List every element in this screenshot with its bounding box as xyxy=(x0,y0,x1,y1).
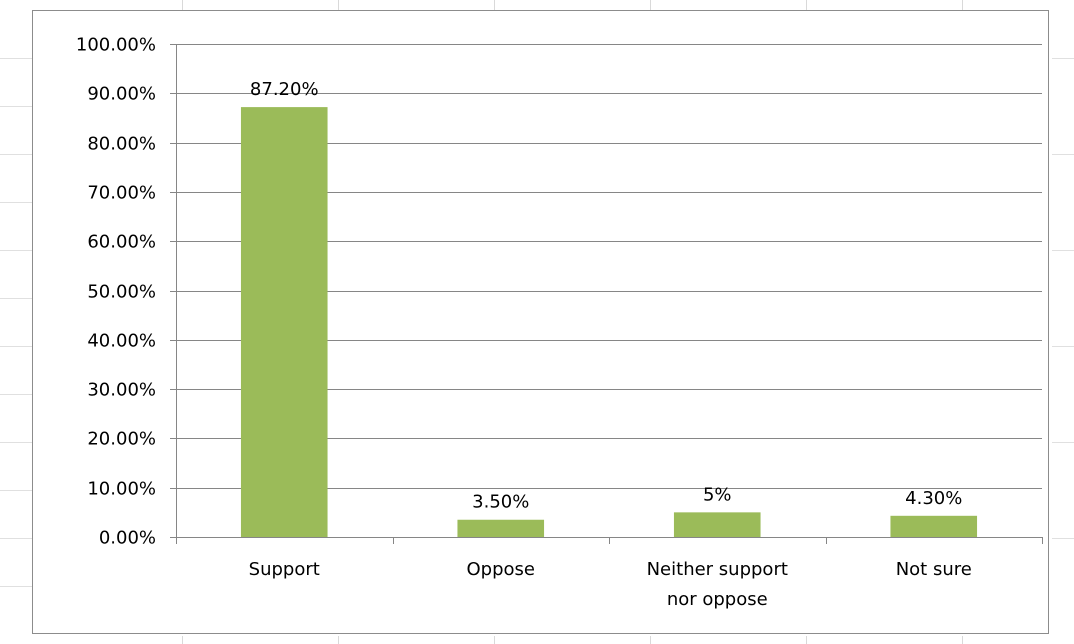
sheet-gridline xyxy=(0,154,32,155)
sheet-gridline xyxy=(806,0,807,10)
y-tick-label: 100.00% xyxy=(76,35,156,56)
sheet-gridline xyxy=(1052,346,1074,347)
x-axis-category-labels: Support Oppose Neither support nor oppose No… xyxy=(249,559,972,610)
sheet-gridline xyxy=(650,636,651,644)
chart-container[interactable]: 0.00% 10.00% 20.00% 30.00% 40.00% 50.00% 60.00… xyxy=(32,10,1049,634)
x-category-label: Neither support xyxy=(647,559,788,580)
sheet-gridline xyxy=(1052,154,1074,155)
x-category-label: nor oppose xyxy=(667,589,768,610)
bar xyxy=(240,107,328,537)
data-label: 5% xyxy=(703,484,732,505)
y-tick-label: 10.00% xyxy=(87,479,156,500)
sheet-gridline xyxy=(1052,250,1074,251)
axes xyxy=(170,44,1043,544)
sheet-gridline xyxy=(182,636,183,644)
y-tick-label: 40.00% xyxy=(87,331,156,352)
bar xyxy=(673,512,761,537)
data-label: 3.50% xyxy=(472,492,529,513)
sheet-gridline xyxy=(182,0,183,10)
bar-chart: 0.00% 10.00% 20.00% 30.00% 40.00% 50.00% 60.00… xyxy=(76,35,1043,610)
sheet-gridline xyxy=(962,636,963,644)
sheet-gridline xyxy=(806,636,807,644)
y-tick-label: 70.00% xyxy=(87,183,156,204)
sheet-gridline xyxy=(1052,538,1074,539)
sheet-gridline xyxy=(1052,58,1074,59)
sheet-gridline xyxy=(0,298,32,299)
sheet-gridline xyxy=(0,490,32,491)
sheet-gridline xyxy=(650,0,651,10)
y-tick-label: 60.00% xyxy=(87,232,156,253)
sheet-gridline xyxy=(1052,442,1074,443)
sheet-gridline xyxy=(0,442,32,443)
sheet-gridline xyxy=(0,58,32,59)
bars xyxy=(240,107,978,537)
sheet-gridline xyxy=(962,0,963,10)
y-tick-label: 80.00% xyxy=(87,134,156,155)
sheet-gridline xyxy=(0,538,32,539)
sheet-gridline xyxy=(494,0,495,10)
y-tick-label: 30.00% xyxy=(87,380,156,401)
data-label: 87.20% xyxy=(250,79,319,100)
sheet-gridline xyxy=(338,636,339,644)
sheet-gridline xyxy=(338,0,339,10)
bar xyxy=(457,519,545,537)
y-tick-label: 50.00% xyxy=(87,282,156,303)
sheet-gridline xyxy=(0,346,32,347)
x-category-label: Oppose xyxy=(467,559,535,580)
data-label: 4.30% xyxy=(905,488,962,509)
sheet-gridline xyxy=(0,106,32,107)
data-labels: 87.20% 3.50% 5% 4.30% xyxy=(250,79,962,513)
sheet-gridline xyxy=(0,202,32,203)
x-category-label: Not sure xyxy=(896,559,972,580)
sheet-gridline xyxy=(494,636,495,644)
sheet-gridline xyxy=(0,394,32,395)
y-tick-label: 90.00% xyxy=(87,84,156,105)
sheet-gridline xyxy=(0,586,32,587)
y-tick-label: 20.00% xyxy=(87,429,156,450)
sheet-gridline xyxy=(0,250,32,251)
y-axis-tick-labels: 0.00% 10.00% 20.00% 30.00% 40.00% 50.00% 60.00… xyxy=(76,35,156,549)
x-category-label: Support xyxy=(249,559,320,580)
y-tick-label: 0.00% xyxy=(99,528,156,549)
bar xyxy=(890,515,978,537)
